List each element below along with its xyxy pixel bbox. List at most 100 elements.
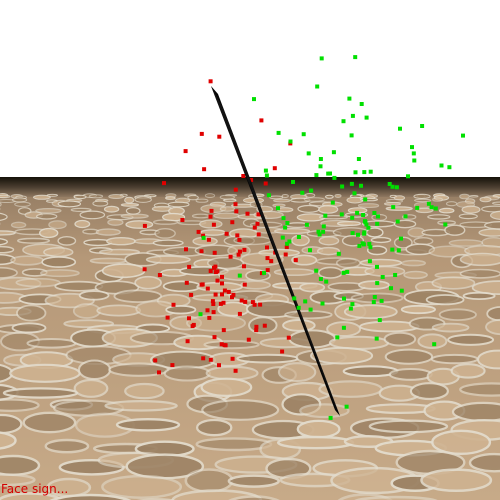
red-point: [286, 335, 291, 340]
red-point: [254, 324, 259, 329]
ground-stone: [120, 203, 140, 207]
ground-stone: [400, 304, 436, 315]
ground-stone: [200, 377, 253, 397]
red-point: [191, 322, 196, 327]
red-point: [199, 131, 204, 136]
ground-stone: [35, 213, 58, 220]
green-point: [347, 96, 352, 101]
green-point: [320, 301, 325, 306]
ground-stone: [448, 239, 484, 247]
red-point: [234, 209, 239, 214]
red-point: [205, 308, 210, 313]
red-point: [184, 247, 188, 252]
ground-stone: [417, 333, 448, 350]
ground-stone: [445, 201, 458, 207]
red-point: [237, 237, 242, 242]
ground-stone: [318, 204, 339, 214]
red-point: [242, 282, 247, 287]
red-point: [171, 302, 176, 307]
green-point: [328, 171, 332, 176]
green-point: [342, 296, 346, 301]
red-point: [230, 295, 234, 300]
green-point: [415, 205, 420, 210]
green-point: [291, 180, 295, 184]
red-point: [262, 323, 267, 328]
green-point: [356, 232, 360, 237]
green-point: [364, 222, 369, 227]
red-point: [242, 264, 246, 269]
ground-stone: [74, 219, 91, 229]
red-point: [210, 299, 215, 304]
red-point: [265, 245, 269, 250]
red-point: [220, 274, 224, 279]
red-point: [209, 208, 214, 213]
ground-stone: [273, 198, 291, 203]
ground-stone: [459, 382, 500, 397]
red-point: [211, 310, 216, 315]
green-point: [390, 247, 395, 252]
red-point: [184, 280, 189, 285]
ground-stone: [0, 492, 62, 500]
ground-stone: [26, 338, 77, 349]
green-point: [332, 175, 337, 180]
red-point: [157, 370, 161, 375]
ground-stone: [186, 314, 246, 332]
ground-stone: [273, 268, 315, 276]
ground-stone: [285, 222, 310, 229]
green-point: [280, 235, 285, 240]
red-point: [142, 267, 147, 272]
green-point: [323, 213, 328, 218]
ground-stone: [95, 228, 121, 236]
red-point: [153, 358, 158, 363]
green-point: [301, 132, 306, 137]
ground-stone: [77, 359, 112, 381]
ground-stone: [360, 197, 378, 202]
ground-stone: [0, 398, 40, 412]
green-point: [308, 307, 313, 312]
green-point: [303, 299, 308, 304]
ground-stone: [152, 239, 184, 247]
green-point: [375, 221, 380, 226]
ground-stone: [73, 378, 109, 398]
ground-stone: [57, 235, 77, 246]
red-point: [187, 264, 192, 269]
ground-stone: [469, 195, 479, 198]
green-point: [372, 211, 377, 215]
green-point: [443, 222, 448, 227]
ground-stone: [12, 197, 28, 203]
green-point: [375, 264, 379, 269]
green-point: [387, 182, 392, 186]
ground-stone: [22, 411, 77, 434]
green-point: [309, 188, 314, 193]
red-point: [208, 357, 213, 362]
green-point: [396, 248, 401, 253]
green-point: [263, 168, 268, 173]
red-point: [241, 174, 246, 178]
ground-stone: [195, 418, 233, 437]
green-point: [399, 288, 404, 293]
ground-stone: [364, 265, 406, 277]
green-point: [426, 201, 431, 206]
ground-stone: [479, 196, 492, 203]
red-point: [280, 349, 285, 354]
green-point: [363, 197, 368, 202]
green-point: [314, 173, 319, 178]
ground-stone: [409, 382, 449, 401]
ground-stone: [383, 331, 417, 347]
ground-stone: [203, 340, 260, 350]
green-point: [372, 295, 377, 299]
ground-stone: [201, 399, 280, 421]
ground-stone: [99, 248, 140, 256]
ground-stone: [199, 219, 223, 229]
green-point: [318, 277, 323, 281]
red-point: [185, 339, 190, 344]
ground-stone: [204, 193, 216, 198]
red-point: [246, 337, 251, 342]
ground-stone: [335, 257, 361, 269]
red-point: [162, 181, 166, 186]
green-point: [292, 296, 297, 301]
ground-stone: [478, 228, 500, 237]
green-point: [353, 55, 358, 60]
red-point: [199, 249, 204, 254]
